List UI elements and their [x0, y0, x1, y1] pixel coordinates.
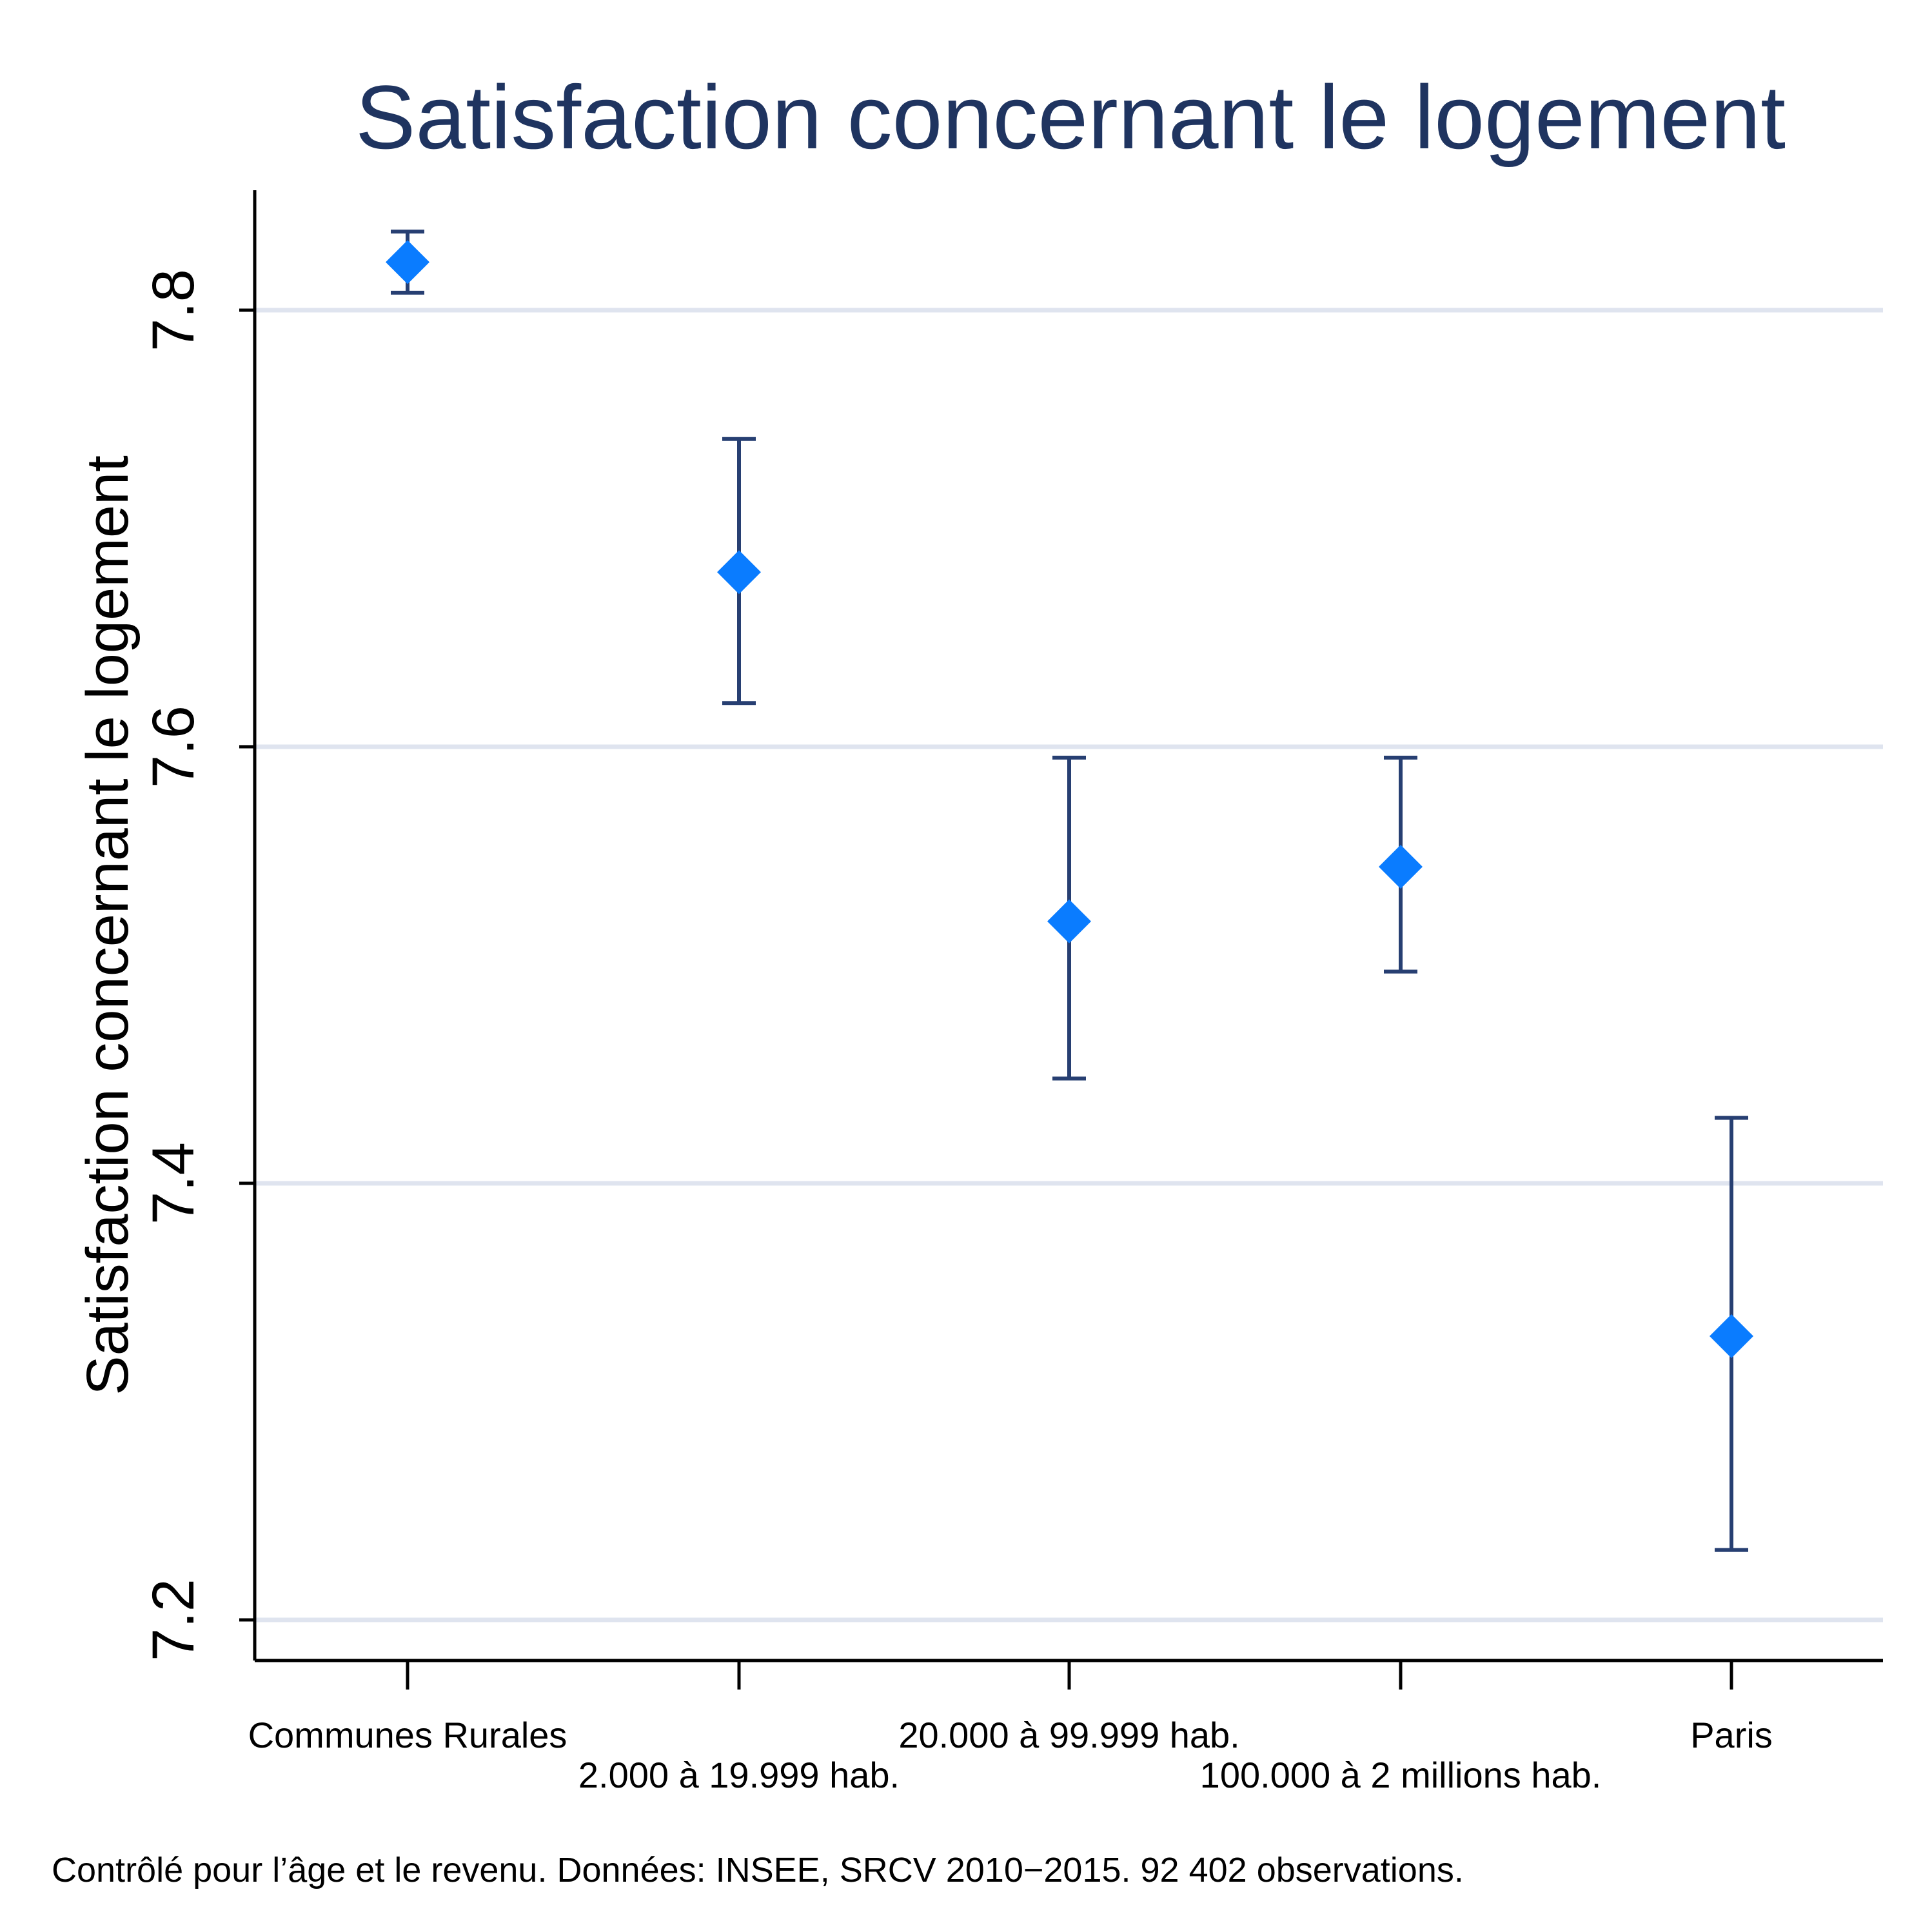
x-tick-label: 100.000 à 2 millions hab.: [1200, 1755, 1602, 1795]
x-tick-label: Paris: [1690, 1715, 1773, 1755]
y-tick-label: 7.8: [141, 269, 206, 351]
chart-title: Satisfaction concernant le logement: [355, 66, 1786, 168]
y-tick-label: 7.4: [141, 1142, 206, 1225]
data-point-marker: [1379, 845, 1423, 889]
data-point-marker: [1710, 1314, 1753, 1358]
x-tick-label: 2.000 à 19.999 hab.: [578, 1755, 900, 1795]
y-tick-label: 7.6: [141, 705, 206, 788]
y-tick-label: 7.2: [141, 1579, 206, 1661]
data-points: [386, 240, 1753, 1358]
y-axis-ticks: 7.2 7.4 7.6 7.8: [141, 269, 255, 1661]
x-tick-label: 20.000 à 99.999 hab.: [898, 1715, 1239, 1755]
data-point-marker: [717, 550, 761, 595]
grid-lines: [255, 308, 1883, 1622]
y-axis-label: Satisfaction concernant le logement: [75, 455, 141, 1395]
footnote: Contrôlé pour l’âge et le revenu. Donnée…: [52, 1851, 1464, 1889]
x-axis-ticks: Communes Rurales 2.000 à 19.999 hab.20.00…: [248, 1661, 1773, 1795]
error-bars: [391, 230, 1748, 1552]
data-point-marker: [1047, 899, 1091, 943]
x-tick-label: Communes Rurales: [248, 1715, 567, 1755]
data-point-marker: [386, 240, 429, 284]
